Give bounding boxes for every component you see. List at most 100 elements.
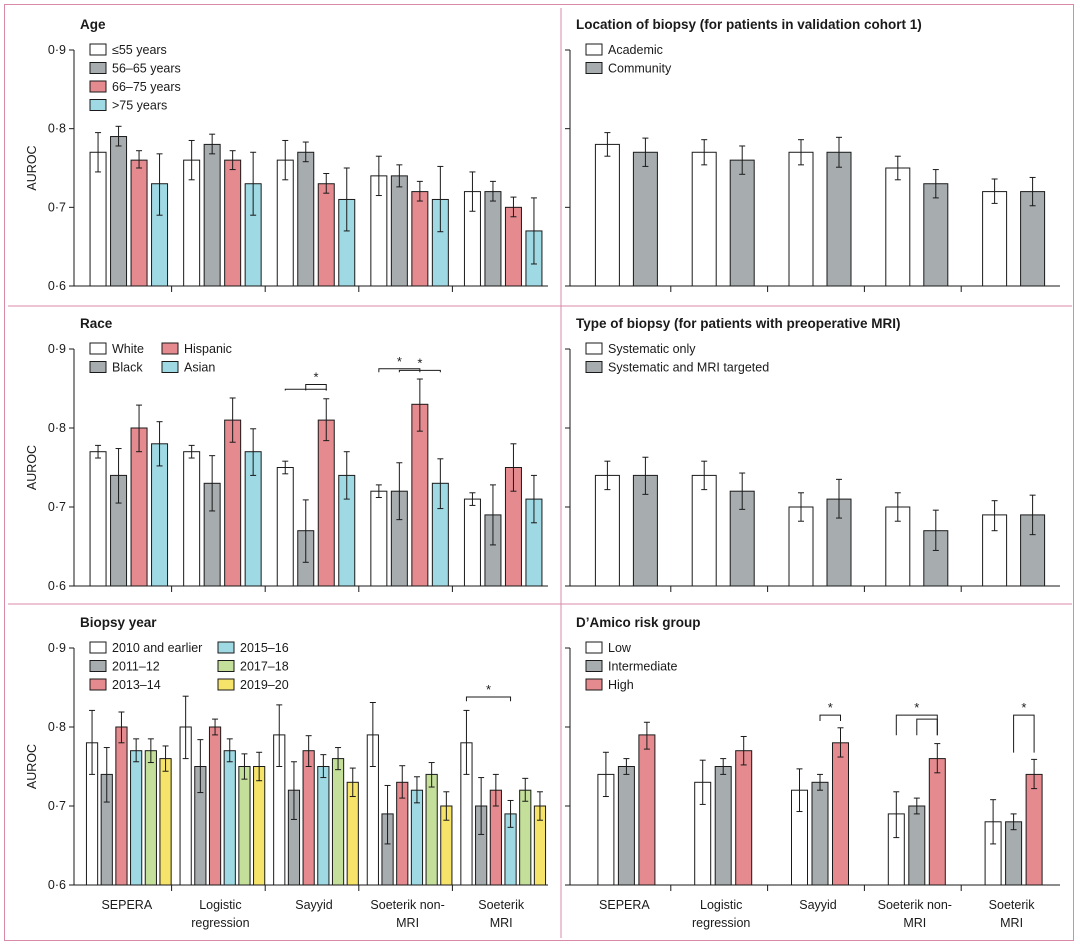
- significance-star: *: [1021, 700, 1026, 715]
- legend-swatch: [585, 62, 603, 74]
- significance-bracket: *: [465, 682, 512, 702]
- bar: [1020, 191, 1046, 287]
- bar: [729, 159, 755, 287]
- legend-label: 2015–16: [240, 641, 289, 655]
- x-category-label: Soeterik non-: [370, 898, 444, 912]
- significance-bracket: *: [1013, 700, 1035, 753]
- significance-star: *: [486, 682, 491, 697]
- legend-swatch: [89, 342, 107, 355]
- panel-title: Age: [80, 17, 106, 32]
- bar: [484, 191, 502, 287]
- legend-swatch: [585, 361, 603, 373]
- x-category-label: Logistic: [700, 898, 742, 912]
- bar: [811, 781, 829, 886]
- bar: [159, 758, 172, 886]
- legend-label: Systematic and MRI targeted: [608, 361, 769, 375]
- figure-frame: [4, 4, 1074, 941]
- legend-label: Community: [608, 62, 672, 76]
- series-2: [130, 150, 522, 287]
- bar: [425, 773, 438, 886]
- bar: [519, 789, 532, 886]
- panel-title: Location of biopsy (for patients in vali…: [576, 17, 922, 32]
- legend: White Black Hispanic Asian: [89, 342, 232, 375]
- series-2: [638, 721, 1043, 886]
- legend-label: Low: [608, 641, 632, 655]
- bar: [370, 490, 388, 587]
- legend-label: 2013–14: [112, 678, 161, 692]
- bar: [638, 734, 656, 886]
- series-1: [632, 456, 1046, 587]
- x-category-label: Soeterik: [989, 898, 1036, 912]
- bar: [110, 136, 128, 287]
- x-category-label: Soeterik: [478, 898, 525, 912]
- y-tick-label: 0·8: [48, 720, 66, 734]
- bar: [463, 498, 481, 587]
- legend-label: Black: [112, 361, 143, 375]
- legend-swatch: [217, 641, 235, 654]
- bar: [208, 726, 222, 886]
- bar: [923, 183, 949, 287]
- bar: [410, 789, 424, 886]
- legend-swatch: [161, 342, 179, 355]
- series-0: [85, 695, 473, 886]
- panel-title: D’Amico risk group: [576, 615, 701, 630]
- legend-swatch: [89, 43, 107, 56]
- series-1: [617, 758, 1023, 886]
- legend: ≤55 years 56–65 years 66–75 years >75 years: [89, 43, 181, 113]
- bracket-line: [819, 714, 841, 722]
- significance-bracket: *: [305, 370, 327, 391]
- bar: [390, 175, 408, 287]
- legend-label: Asian: [184, 361, 215, 375]
- bar: [714, 766, 732, 886]
- significance-star: *: [828, 700, 833, 715]
- significance-bracket: *: [819, 700, 841, 722]
- bar: [788, 151, 814, 287]
- bracket-line: [916, 718, 938, 736]
- y-tick-label: 0·9: [48, 342, 66, 356]
- legend-label: 2019–20: [240, 678, 289, 692]
- bar: [224, 159, 242, 287]
- series-2: [130, 378, 522, 587]
- bar: [317, 419, 335, 587]
- panel-title: Type of biopsy (for patients with preope…: [576, 316, 901, 331]
- bar: [89, 451, 107, 587]
- panel-year: Biopsy year 0·6 0·7 0·8 0·9 AUROC * 2010 and ea…: [25, 615, 548, 930]
- series-0: [597, 751, 1002, 886]
- x-category-label: MRI: [490, 916, 513, 930]
- y-axis-label: AUROC: [25, 445, 39, 490]
- y-tick-label: 0·7: [48, 200, 66, 214]
- bar: [253, 766, 266, 886]
- legend-swatch: [585, 641, 603, 654]
- legend: Low Intermediate High: [585, 641, 678, 692]
- legend-label: Hispanic: [184, 342, 232, 356]
- significance-star: *: [397, 354, 402, 369]
- legend-swatch: [585, 678, 603, 691]
- bracket-line: [284, 388, 327, 391]
- bar: [223, 750, 236, 886]
- significance-star: *: [914, 700, 919, 715]
- panel-title: Biopsy year: [80, 615, 157, 630]
- y-axis-label: AUROC: [25, 145, 39, 190]
- bar: [203, 143, 221, 287]
- legend-label: High: [608, 678, 634, 692]
- y-tick-label: 0·6: [48, 279, 66, 293]
- legend-label: Academic: [608, 43, 663, 57]
- legend-swatch: [89, 361, 107, 373]
- x-category-label: Sayyid: [799, 898, 837, 912]
- bar: [504, 206, 522, 287]
- bar: [1025, 773, 1043, 886]
- legend-swatch: [89, 80, 107, 93]
- legend-label: White: [112, 342, 144, 356]
- panel-damico: D’Amico risk group * * * Low Intermediate High…: [565, 615, 1060, 930]
- y-tick-label: 0·9: [48, 43, 66, 57]
- x-category-label: regression: [692, 916, 750, 930]
- series-1: [100, 739, 488, 886]
- y-tick-label: 0·7: [48, 799, 66, 813]
- bar: [691, 474, 717, 587]
- panel-age: Age 0·6 0·7 0·8 0·9 AUROC ≤55 years 56–65 years…: [25, 17, 548, 293]
- legend: Systematic only Systematic and MRI target…: [585, 342, 769, 375]
- bar: [928, 758, 946, 886]
- legend-label: >75 years: [112, 99, 167, 113]
- bar: [735, 750, 753, 886]
- x-category-label: regression: [191, 916, 249, 930]
